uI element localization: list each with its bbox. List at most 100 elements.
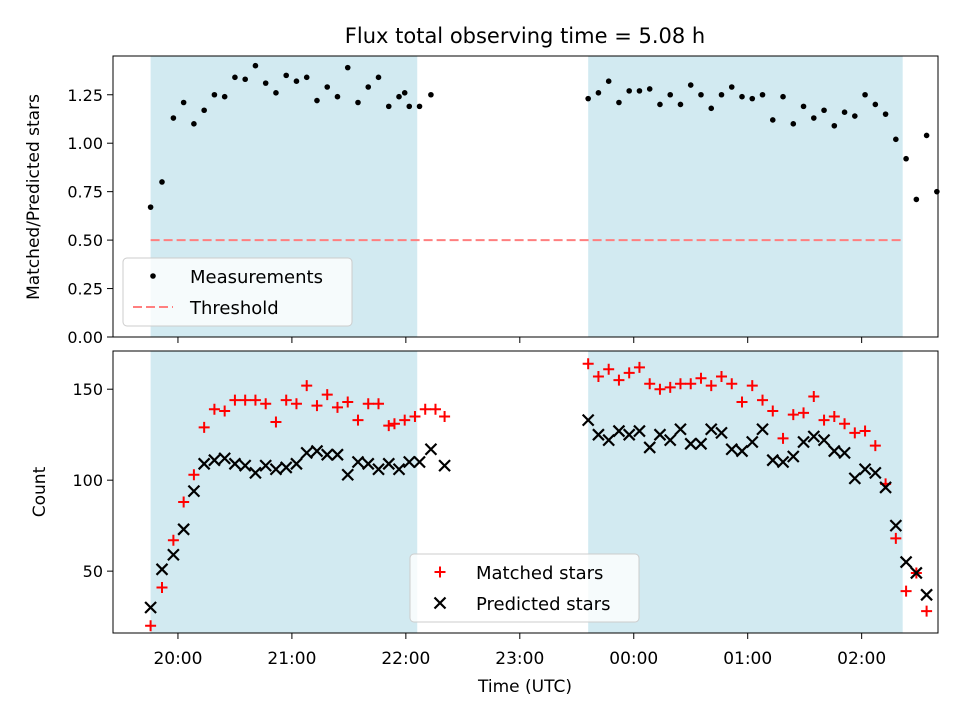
predicted-star-point-15 xyxy=(300,446,313,460)
predicted-star-point-7 xyxy=(218,452,231,465)
measurement-point-6 xyxy=(211,91,218,98)
measurement-point-56 xyxy=(862,91,868,98)
bottom-panel: 50 100 150 20:00 21:00 22:00 23:00 00:00 01:00 0… xyxy=(30,350,939,697)
chart-title: Flux total observing time = 5.08 h xyxy=(345,24,705,48)
matched-star-point-54 xyxy=(828,410,840,422)
measurement-point-0 xyxy=(147,204,154,210)
predicted-star-point-55 xyxy=(848,472,862,485)
measurement-point-61 xyxy=(913,196,920,203)
matched-star-point-7 xyxy=(219,405,231,417)
predicted-star-point-54 xyxy=(838,446,851,460)
predicted-star-point-37 xyxy=(663,433,677,447)
matched-star-point-61 xyxy=(900,585,912,597)
measurement-point-15 xyxy=(303,74,310,81)
matched-star-point-15 xyxy=(301,380,313,392)
measurement-point-32 xyxy=(616,99,622,106)
measurement-point-41 xyxy=(708,105,715,112)
measurement-point-1 xyxy=(159,179,165,185)
predicted-star-point-46 xyxy=(756,422,769,436)
matched-star-point-8 xyxy=(229,394,241,406)
bottom-y-tick-label-2: 150 xyxy=(72,380,103,399)
predicted-star-point-5 xyxy=(197,457,211,471)
predicted-star-point-13 xyxy=(279,461,293,474)
x-tick-label-1: 21:00 xyxy=(267,649,316,669)
top-y-tick-label-4: 1.00 xyxy=(67,134,103,153)
measurement-point-14 xyxy=(293,78,300,84)
predicted-star-point-49 xyxy=(787,450,800,463)
matched-star-point-51 xyxy=(798,407,810,419)
measurement-point-13 xyxy=(283,72,290,79)
matched-star-point-42 xyxy=(705,380,717,392)
matched-star-point-29 xyxy=(439,410,451,422)
predicted-star-point-45 xyxy=(745,435,759,449)
top-y-tick-label-0: 0.00 xyxy=(67,328,103,347)
x-tick-label-4: 00:00 xyxy=(609,649,658,669)
measurement-point-63 xyxy=(934,188,940,195)
matched-star-point-47 xyxy=(757,394,769,406)
predicted-star-point-12 xyxy=(269,462,283,476)
bottom-shaded-intervals xyxy=(150,351,903,633)
predicted-star-point-19 xyxy=(341,468,355,481)
top-y-tick-label-1: 0.25 xyxy=(67,280,103,299)
predicted-star-point-48 xyxy=(776,455,790,469)
matched-star-point-19 xyxy=(342,396,354,408)
matched-star-point-34 xyxy=(623,367,635,379)
measurement-point-31 xyxy=(605,78,612,84)
measurement-point-9 xyxy=(242,76,248,83)
predicted-star-point-21 xyxy=(361,457,375,471)
matched-star-point-44 xyxy=(726,378,738,390)
predicted-star-point-50 xyxy=(797,435,810,449)
matched-star-point-12 xyxy=(270,416,282,428)
matched-star-point-0 xyxy=(145,620,157,632)
legend-measurements-label: Measurements xyxy=(190,267,323,288)
measurement-point-58 xyxy=(882,111,889,117)
bottom-shaded-interval-0 xyxy=(150,351,418,633)
matched-star-point-4 xyxy=(188,469,200,481)
matched-star-point-39 xyxy=(674,378,686,390)
matched-star-point-57 xyxy=(859,425,871,437)
measurement-point-55 xyxy=(852,113,858,119)
matched-star-point-43 xyxy=(715,370,727,382)
matched-star-point-31 xyxy=(592,370,604,382)
measurement-point-3 xyxy=(180,99,187,106)
matched-star-point-16 xyxy=(311,400,323,412)
measurement-point-50 xyxy=(800,103,807,110)
legend-measurement-marker xyxy=(150,273,156,279)
predicted-star-point-40 xyxy=(694,437,708,451)
measurement-point-8 xyxy=(232,74,238,81)
measurement-point-22 xyxy=(375,74,382,81)
predicted-star-point-39 xyxy=(684,437,698,451)
predicted-star-point-3 xyxy=(177,523,190,536)
measurement-point-23 xyxy=(385,103,392,110)
predicted-star-point-14 xyxy=(290,457,303,471)
top-y-tick-label-3: 0.75 xyxy=(67,183,103,202)
predicted-star-point-27 xyxy=(424,442,438,456)
legend-predicted-marker xyxy=(433,596,447,610)
matched-star-point-27 xyxy=(419,403,431,415)
predicted-star-point-9 xyxy=(238,459,252,472)
matched-star-point-45 xyxy=(736,396,748,408)
measurement-point-30 xyxy=(595,90,602,96)
measurement-point-28 xyxy=(428,91,434,98)
matched-star-point-21 xyxy=(362,398,374,410)
predicted-star-point-23 xyxy=(382,457,396,471)
measurement-point-11 xyxy=(262,80,269,86)
predicted-star-point-36 xyxy=(653,428,667,441)
predicted-star-point-31 xyxy=(602,433,615,447)
matched-star-point-41 xyxy=(695,372,707,384)
legend-matched-label: Matched stars xyxy=(476,563,603,584)
predicted-star-point-24 xyxy=(392,462,406,476)
measurement-point-48 xyxy=(780,93,786,100)
matched-star-point-14 xyxy=(290,398,302,410)
measurement-point-21 xyxy=(365,84,372,90)
predicted-star-point-51 xyxy=(807,430,821,443)
matched-star-point-6 xyxy=(208,403,220,415)
matched-star-point-55 xyxy=(839,418,851,430)
matched-star-point-30 xyxy=(582,358,594,370)
measurement-point-40 xyxy=(698,91,704,98)
predicted-star-point-38 xyxy=(674,422,687,436)
measurement-point-38 xyxy=(677,101,684,108)
measurement-point-34 xyxy=(636,88,643,94)
measurement-point-57 xyxy=(872,101,879,108)
predicted-star-point-4 xyxy=(187,484,201,498)
